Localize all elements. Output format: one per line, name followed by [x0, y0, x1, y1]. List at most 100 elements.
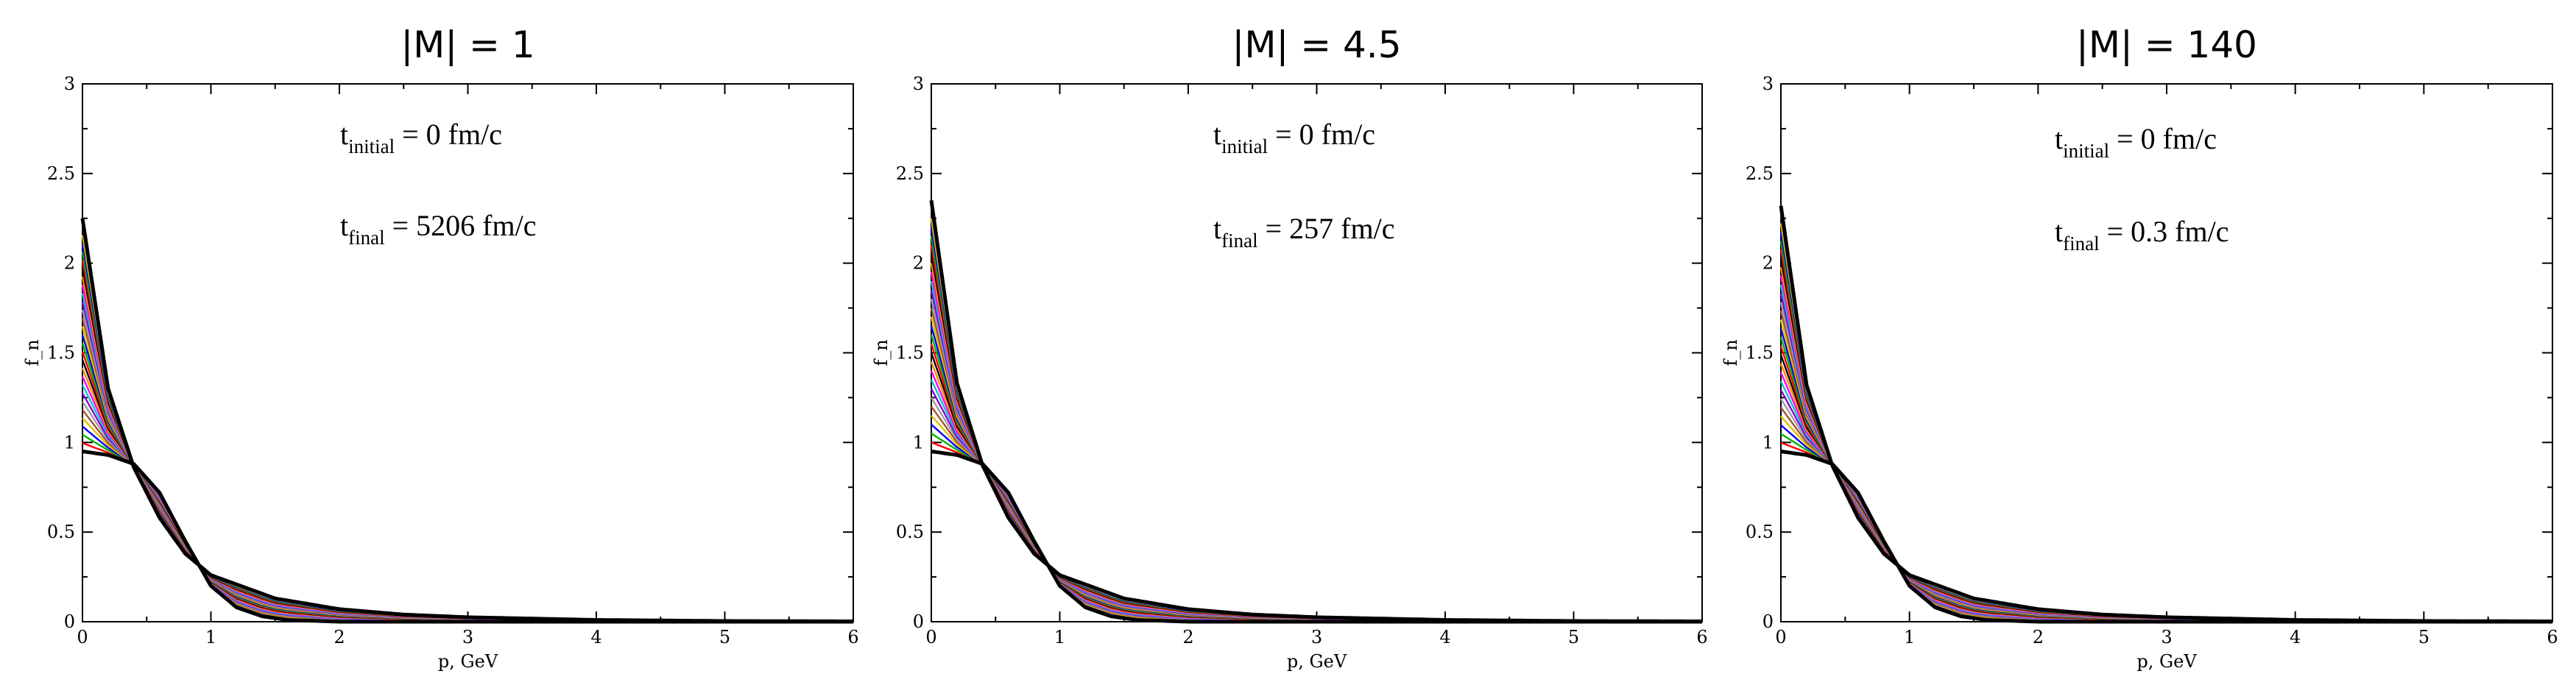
- series-line: [81, 318, 853, 622]
- x-tick-label: 1: [1904, 627, 1915, 647]
- annotation-t-initial: tinitial = 0 fm/c: [340, 118, 502, 157]
- y-tick-label: 1: [1762, 432, 1774, 452]
- x-axis-label: p, GeV: [1287, 651, 1347, 672]
- annotation-subscript: final: [2063, 233, 2099, 255]
- series-line: [82, 433, 853, 623]
- y-tick-label: 2: [1762, 253, 1774, 274]
- series-line: [1779, 284, 2552, 622]
- y-tick-label: 1.5: [1746, 343, 1774, 363]
- y-tick-label: 2: [913, 253, 924, 274]
- x-tick-label: 2: [334, 627, 345, 647]
- series-line: [1779, 380, 2552, 623]
- series-line: [1779, 275, 2553, 622]
- annotation-t-initial: tinitial = 0 fm/c: [1213, 118, 1375, 157]
- x-tick-label: 6: [847, 627, 858, 647]
- series-line: [1780, 424, 2552, 623]
- x-tick-label: 3: [1311, 627, 1322, 647]
- series-line: [1779, 363, 2552, 622]
- annotation-value: = 0 fm/c: [2109, 122, 2217, 155]
- series-line: [931, 424, 1702, 623]
- annotation-t-final: tfinal = 5206 fm/c: [340, 209, 536, 249]
- annotation-symbol: t: [2055, 122, 2063, 155]
- y-tick-label: 0: [913, 611, 924, 632]
- series-line: [81, 260, 853, 622]
- annotation-value: = 257 fm/c: [1258, 212, 1395, 245]
- series-line: [930, 200, 1702, 622]
- x-tick-label: 2: [1182, 627, 1193, 647]
- series-line: [1780, 415, 2552, 623]
- series-line: [930, 280, 1702, 622]
- series-line: [81, 376, 853, 622]
- y-tick-label: 0: [64, 611, 75, 632]
- series-line: [1779, 302, 2552, 622]
- series-line: [1779, 372, 2552, 622]
- x-tick-label: 3: [2161, 627, 2172, 647]
- series-line: [82, 425, 853, 623]
- annotation-value: = 5206 fm/c: [385, 209, 537, 242]
- y-tick-label: 2.5: [896, 163, 924, 184]
- initial-distribution-line: [931, 450, 1702, 624]
- series-line: [930, 352, 1702, 622]
- annotation-value: = 0.3 fm/c: [2100, 215, 2229, 248]
- series-group: [1779, 205, 2553, 624]
- annotation-t-final: tfinal = 0.3 fm/c: [2055, 215, 2229, 255]
- series-line: [1779, 346, 2552, 622]
- series-line: [81, 276, 853, 622]
- x-tick-label: 5: [2418, 627, 2429, 647]
- series-line: [930, 271, 1703, 622]
- series-line: [930, 289, 1702, 622]
- series-line: [82, 409, 853, 623]
- y-tick-label: 3: [1762, 74, 1774, 94]
- annotation-subscript: initial: [1221, 135, 1268, 157]
- y-tick-label: 0.5: [1746, 522, 1774, 542]
- series-line: [82, 450, 853, 623]
- annotation-subscript: initial: [348, 135, 395, 157]
- x-tick-label: 4: [1439, 627, 1450, 647]
- series-line: [930, 370, 1702, 622]
- x-tick-label: 4: [590, 627, 601, 647]
- series-line: [930, 209, 1702, 622]
- series-line: [81, 268, 853, 622]
- series-line: [930, 316, 1702, 622]
- x-tick-label: 0: [1775, 627, 1786, 647]
- x-tick-label: 5: [719, 627, 730, 647]
- y-tick-label: 3: [913, 74, 924, 94]
- series-line: [1779, 319, 2552, 622]
- series-line: [930, 299, 1702, 622]
- chart-panel-2: |M| = 4.50 1 2 3 4 5 600.511.522.53p, GeVf_nti…: [871, 24, 1708, 672]
- x-tick-label: 1: [205, 627, 216, 647]
- series-line: [1779, 337, 2552, 622]
- x-tick-label: 5: [1568, 627, 1579, 647]
- series-line: [81, 359, 853, 622]
- annotation-t-initial: tinitial = 0 fm/c: [2055, 122, 2217, 162]
- series-line: [1779, 354, 2552, 622]
- x-tick-label: 0: [925, 627, 936, 647]
- series-line: [81, 384, 853, 623]
- series-line: [1779, 205, 2552, 622]
- annotation-symbol: t: [1213, 212, 1221, 245]
- final-distribution-line: [929, 200, 1702, 623]
- series-line: [1780, 450, 2552, 623]
- annotation-subscript: final: [1221, 230, 1257, 252]
- series-line: [81, 400, 853, 623]
- series-line: [81, 285, 854, 622]
- series-line: [1779, 398, 2552, 623]
- x-axis-label: p, GeV: [438, 651, 498, 672]
- initial-distribution-line: [82, 450, 853, 624]
- series-line: [931, 414, 1702, 623]
- chart-title: |M| = 140: [2076, 24, 2257, 66]
- initial-distribution-line: [1780, 450, 2552, 624]
- series-line: [81, 326, 853, 622]
- series-line: [1779, 293, 2552, 622]
- annotation-symbol: t: [340, 209, 348, 242]
- chart-title: |M| = 1: [400, 24, 534, 66]
- x-tick-label: 6: [1696, 627, 1707, 647]
- series-line: [930, 388, 1702, 623]
- series-line: [930, 379, 1702, 623]
- series-line: [1780, 441, 2552, 623]
- annotation-t-final: tfinal = 257 fm/c: [1213, 212, 1394, 252]
- annotation-subscript: initial: [2063, 140, 2109, 162]
- annotation-subscript: final: [348, 227, 384, 249]
